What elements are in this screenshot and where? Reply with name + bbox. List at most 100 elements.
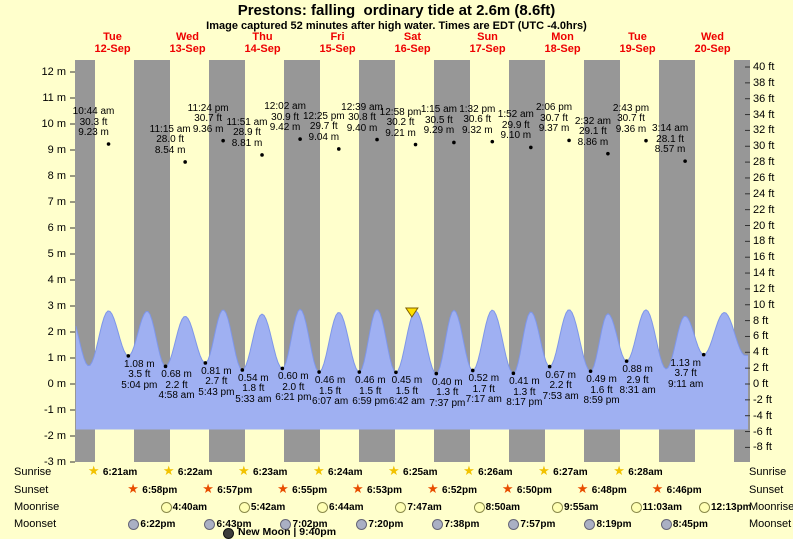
day-label: Sun 17-Sep [469, 31, 505, 55]
low-tide-label: 0.49 m 1.6 ft 8:59 pm [583, 375, 619, 407]
sunrise-time: 6:22am [177, 467, 213, 478]
annotation-line: 0.40 m [432, 376, 463, 388]
annotation-line: 11:15 am [149, 123, 191, 135]
high-tide-label: 11:15 am 28.0 ft 8.54 m [149, 123, 191, 157]
annotation-line: 3.5 ft [128, 369, 151, 381]
annotation-line: 30.7 ft [194, 113, 223, 125]
sunset-time: 6:52pm [441, 485, 477, 496]
meter-axis-label: 7 m [47, 196, 66, 208]
annotation-line: 0.81 m [201, 365, 232, 377]
annotation-line: 28.9 ft [233, 127, 261, 139]
sunrise-star-icon: ★ [463, 463, 475, 478]
annotation-line: 0.41 m [509, 376, 540, 388]
high-tide-label: 12:02 am 30.9 ft 9.42 m [264, 102, 306, 134]
high-tide-dot [413, 142, 418, 147]
annotation-line: 7:53 am [542, 390, 579, 402]
low-tide-label: 0.45 m 1.5 ft 6:42 am [389, 376, 425, 408]
annotation-line: 2:06 pm [535, 102, 573, 114]
sunset-time: 6:57pm [217, 485, 253, 496]
sunrise-time: 6:27am [553, 467, 588, 478]
high-tide-dot [490, 139, 495, 144]
row-label-moonrise-left: Moonrise [14, 501, 60, 513]
annotation-line: 0.52 m [468, 373, 500, 385]
annotation-line: 9.04 m [308, 131, 340, 143]
annotation-line: 0.67 m [545, 369, 576, 381]
annotation-line: 6:42 am [388, 396, 426, 408]
annotation-line: 0.60 m [278, 371, 309, 383]
moonrise-time: 4:40am [172, 502, 208, 513]
high-tide-label: 1:52 am 29.9 ft 9.10 m [498, 110, 534, 142]
annotation-line: 30.6 ft [463, 114, 492, 126]
row-label-moonset-right: Moonset [749, 518, 792, 530]
day-name: Thu [252, 31, 273, 43]
annotation-line: 5:43 pm [198, 386, 235, 398]
day-label: Tue 19-Sep [619, 31, 655, 55]
moonset-time: 7:20pm [368, 519, 404, 530]
sunset-time: 6:48pm [591, 485, 627, 496]
sunrise-star-icon: ★ [613, 463, 625, 478]
moonrise-time: 6:44am [329, 502, 364, 513]
day-name: Mon [551, 31, 574, 43]
moonrise-circle-icon [395, 502, 407, 513]
high-tide-label: 11:51 am 28.9 ft 8.81 m [227, 117, 268, 150]
moonrise-time: 12:13pm [711, 502, 752, 513]
annotation-line: 1:52 am [497, 109, 534, 121]
feet-axis-label: 16 ft [753, 251, 775, 264]
annotation-line: 1:32 pm [459, 103, 496, 115]
moonrise-time: 9:55am [563, 502, 599, 513]
high-tide-dot [106, 142, 111, 146]
low-tide-label: 0.46 m 1.5 ft 6:59 pm [352, 376, 388, 408]
annotation-line: 9.23 m [78, 127, 109, 139]
annotation-line: 30.2 ft [386, 117, 415, 129]
meter-axis-label: -3 m [44, 456, 66, 468]
annotation-line: 9.32 m [461, 124, 493, 136]
feet-axis-label: 24 ft [753, 187, 775, 200]
moon-phase-label: New Moon | 9:40pm [238, 526, 337, 538]
day-date: 16-Sep [394, 43, 431, 55]
low-tide-dot [470, 368, 475, 373]
sunset-time: 6:53pm [367, 485, 403, 496]
day-name: Wed [700, 31, 725, 43]
annotation-line: 2.7 ft [205, 376, 228, 388]
annotation-line: 12:39 am [341, 101, 383, 113]
moonrise-time: 7:47am [407, 502, 442, 513]
day-date: 12-Sep [94, 43, 131, 55]
day-date: 17-Sep [469, 43, 506, 55]
annotation-line: 7:37 pm [429, 397, 466, 409]
row-label-sunset-right: Sunset [749, 484, 784, 496]
meter-axis-label: 0 m [47, 378, 66, 390]
feet-axis-label: 10 ft [753, 298, 775, 311]
sunset-star-icon: ★ [352, 481, 364, 496]
meter-axis-label: 1 m [47, 352, 66, 364]
annotation-line: 1.5 ft [395, 385, 419, 397]
feet-axis-label: 8 ft [753, 314, 769, 327]
low-tide-label: 1.08 m 3.5 ft 5:04 pm [121, 359, 157, 392]
day-name: Wed [175, 31, 200, 43]
page-title: Prestons: falling ordinary tide at 2.6m … [237, 2, 556, 19]
moonset-circle-icon [660, 519, 672, 530]
sunset-star-icon: ★ [127, 481, 139, 496]
low-tide-label: 0.81 m 2.7 ft 5:43 pm [198, 365, 235, 399]
annotation-line: 1:15 am [420, 104, 457, 116]
day-label: Wed 13-Sep [169, 31, 205, 55]
page-subtitle: Image captured 52 minutes after high wat… [206, 20, 587, 32]
annotation-line: 2.9 ft [626, 374, 649, 386]
sunrise-time: 6:28am [628, 467, 663, 478]
sunset-star-icon: ★ [277, 481, 289, 496]
annotation-line: 30.9 ft [271, 111, 299, 123]
annotation-line: 0.49 m [586, 374, 617, 386]
feet-axis-label: 36 ft [753, 92, 775, 105]
annotation-line: 30.7 ft [617, 113, 645, 125]
feet-axis-label: -4 ft [753, 409, 772, 422]
high-tide-label: 12:58 pm 30.2 ft 9.21 m [380, 107, 422, 140]
high-tide-label: 10:44 am 30.3 ft 9.23 m [73, 107, 115, 139]
low-tide-label: 1.13 m 3.7 ft 9:11 am [668, 358, 703, 391]
sunset-time: 6:46pm [666, 485, 702, 496]
low-tide-label: 0.60 m 2.0 ft 6:21 pm [275, 372, 311, 404]
moonset-time: 8:19pm [596, 519, 632, 530]
annotation-line: 9.36 m [615, 123, 647, 135]
annotation-line: 30.7 ft [540, 112, 568, 124]
feet-axis-label: 12 ft [753, 282, 775, 295]
meter-axis-label: 12 m [41, 66, 66, 78]
feet-axis-label: 0 ft [753, 378, 769, 390]
